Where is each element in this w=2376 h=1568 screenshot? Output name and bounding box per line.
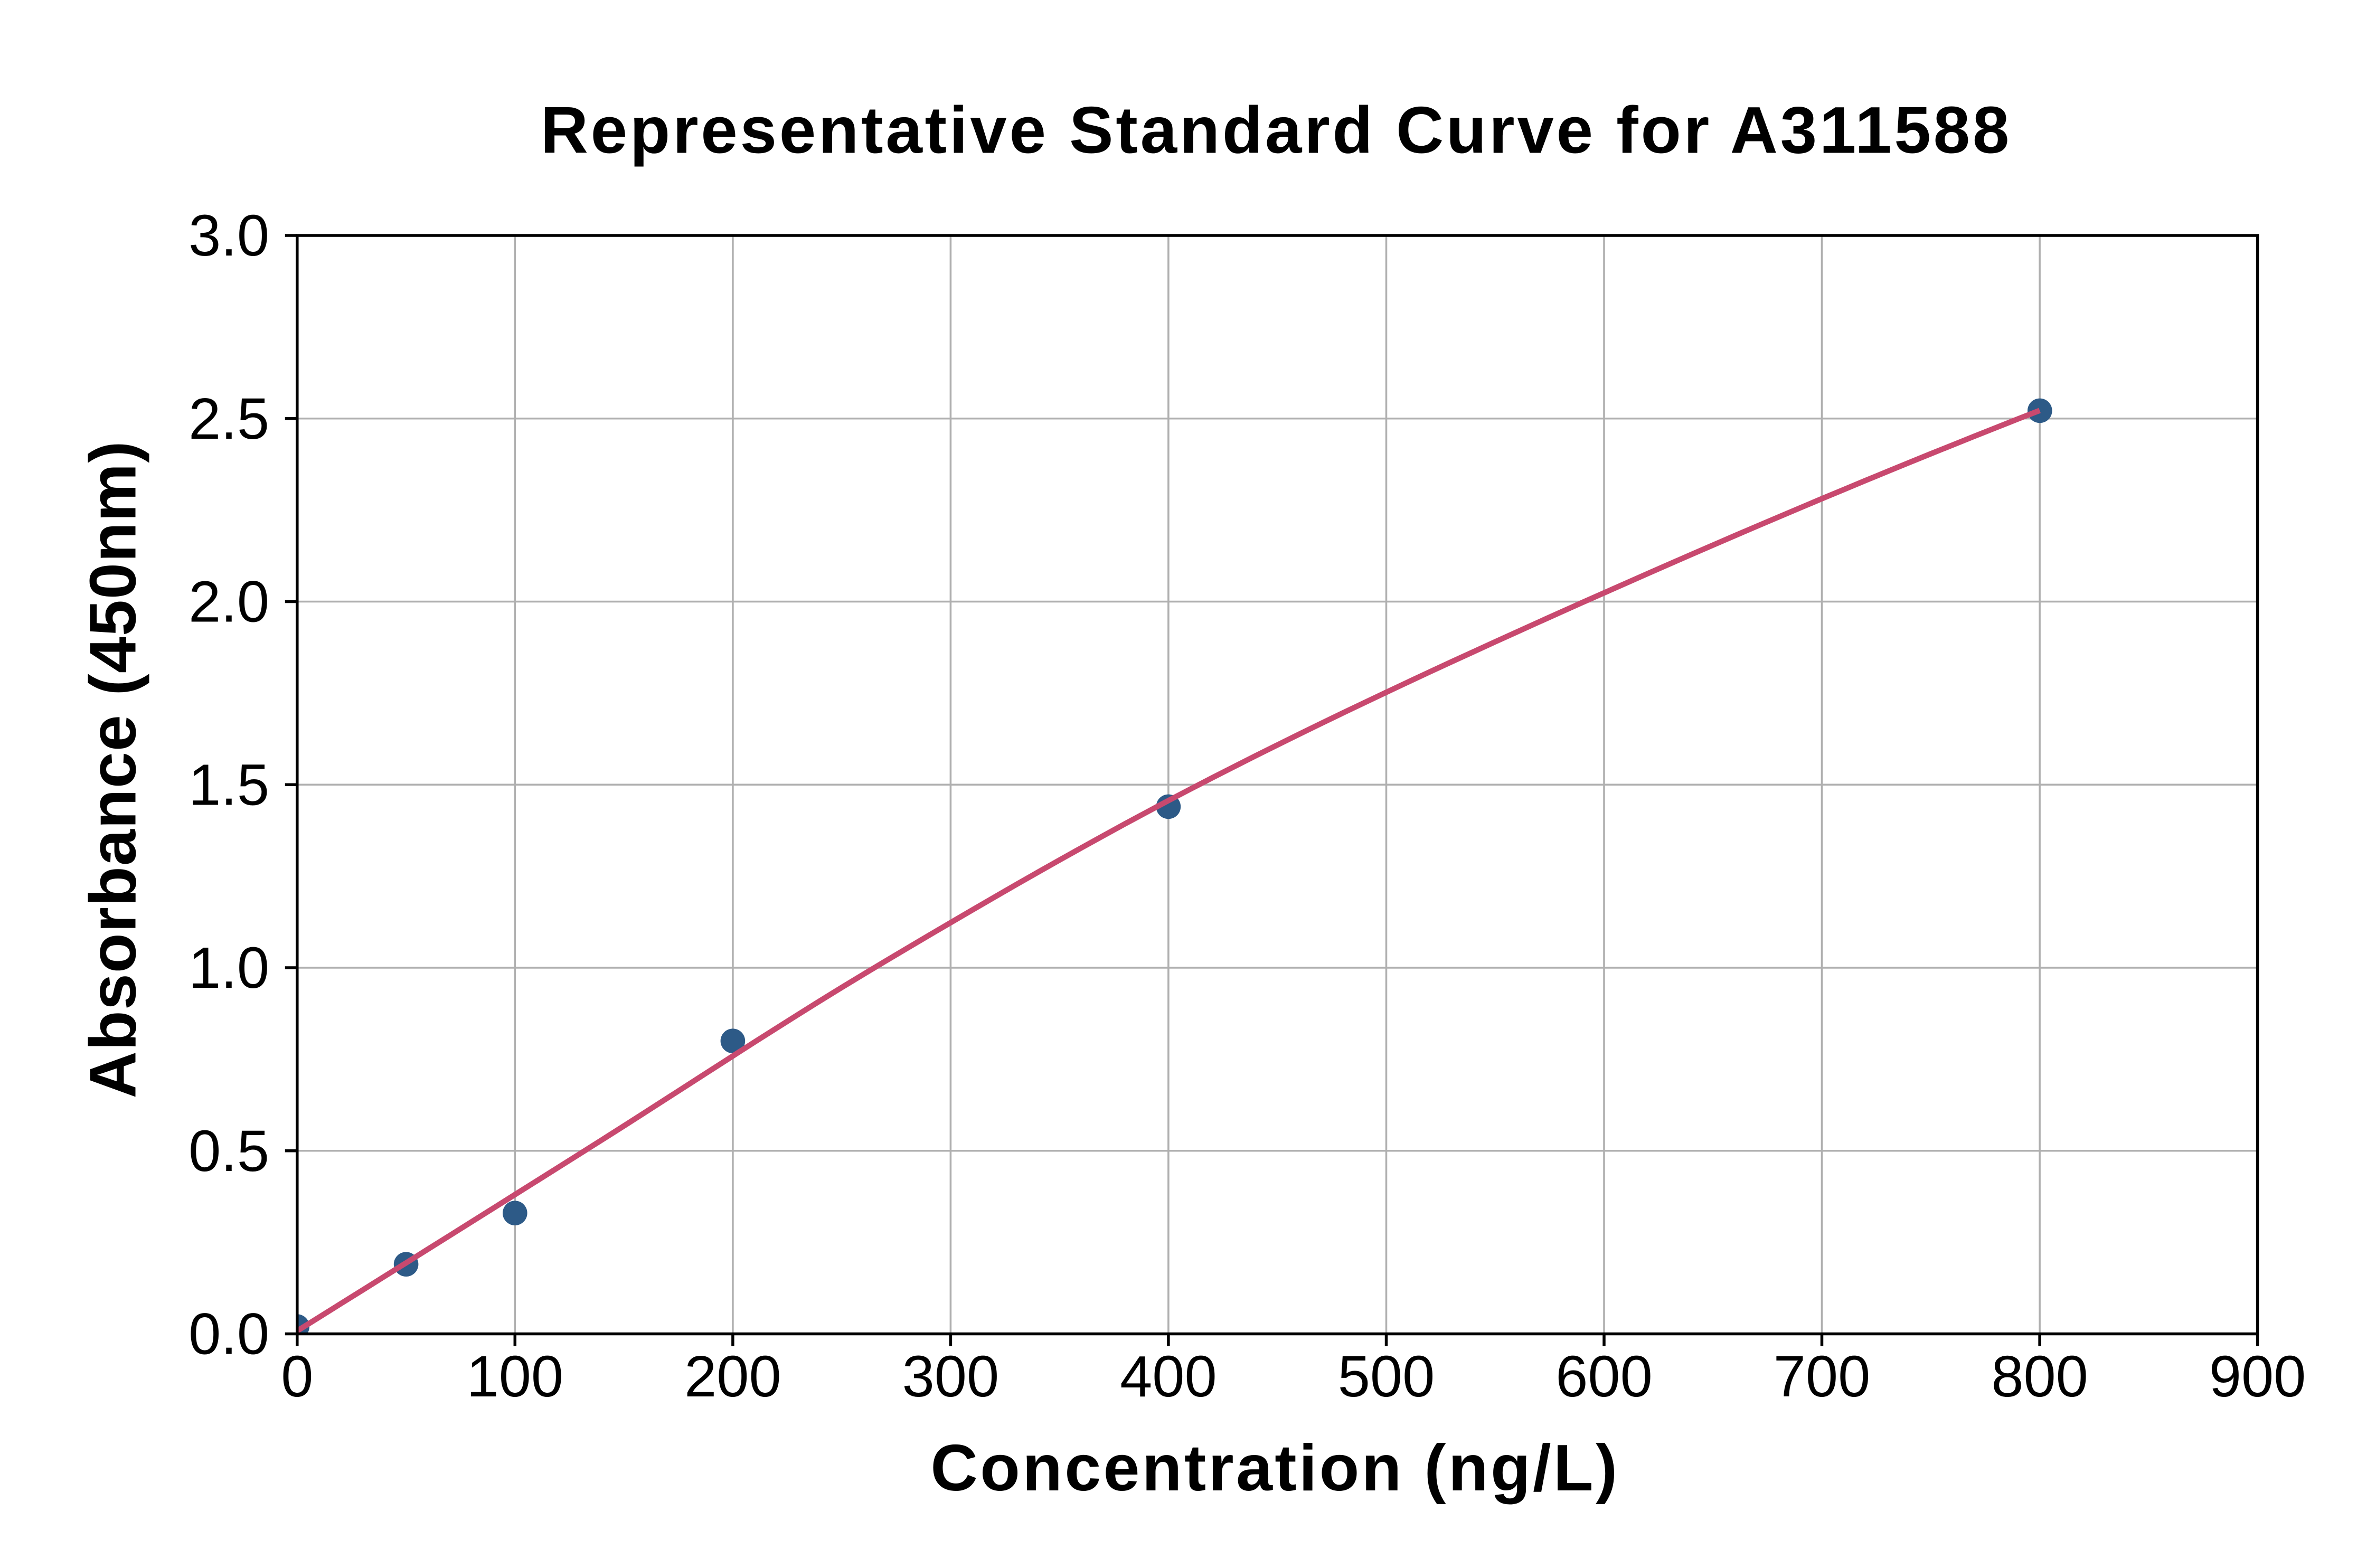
svg-text:700: 700 [1774,1344,1871,1409]
svg-text:Absorbance (450nm): Absorbance (450nm) [77,440,149,1098]
svg-text:800: 800 [1991,1344,2088,1409]
svg-text:Representative Standard Curve: Representative Standard Curve for A31158… [541,94,2012,167]
svg-text:3.0: 3.0 [188,203,269,268]
svg-text:2.0: 2.0 [188,570,269,635]
svg-text:500: 500 [1338,1344,1435,1409]
svg-text:400: 400 [1120,1344,1217,1409]
svg-text:600: 600 [1555,1344,1653,1409]
svg-text:900: 900 [2209,1344,2306,1409]
svg-text:Concentration (ng/L): Concentration (ng/L) [930,1432,1619,1505]
svg-text:0.0: 0.0 [188,1302,269,1367]
svg-text:1.5: 1.5 [188,752,269,817]
svg-text:1.0: 1.0 [188,936,269,1000]
svg-text:2.5: 2.5 [188,386,269,451]
svg-text:300: 300 [902,1344,1000,1409]
svg-text:0: 0 [281,1344,313,1409]
svg-text:200: 200 [684,1344,781,1409]
svg-text:0.5: 0.5 [188,1119,269,1184]
svg-text:100: 100 [467,1344,564,1409]
